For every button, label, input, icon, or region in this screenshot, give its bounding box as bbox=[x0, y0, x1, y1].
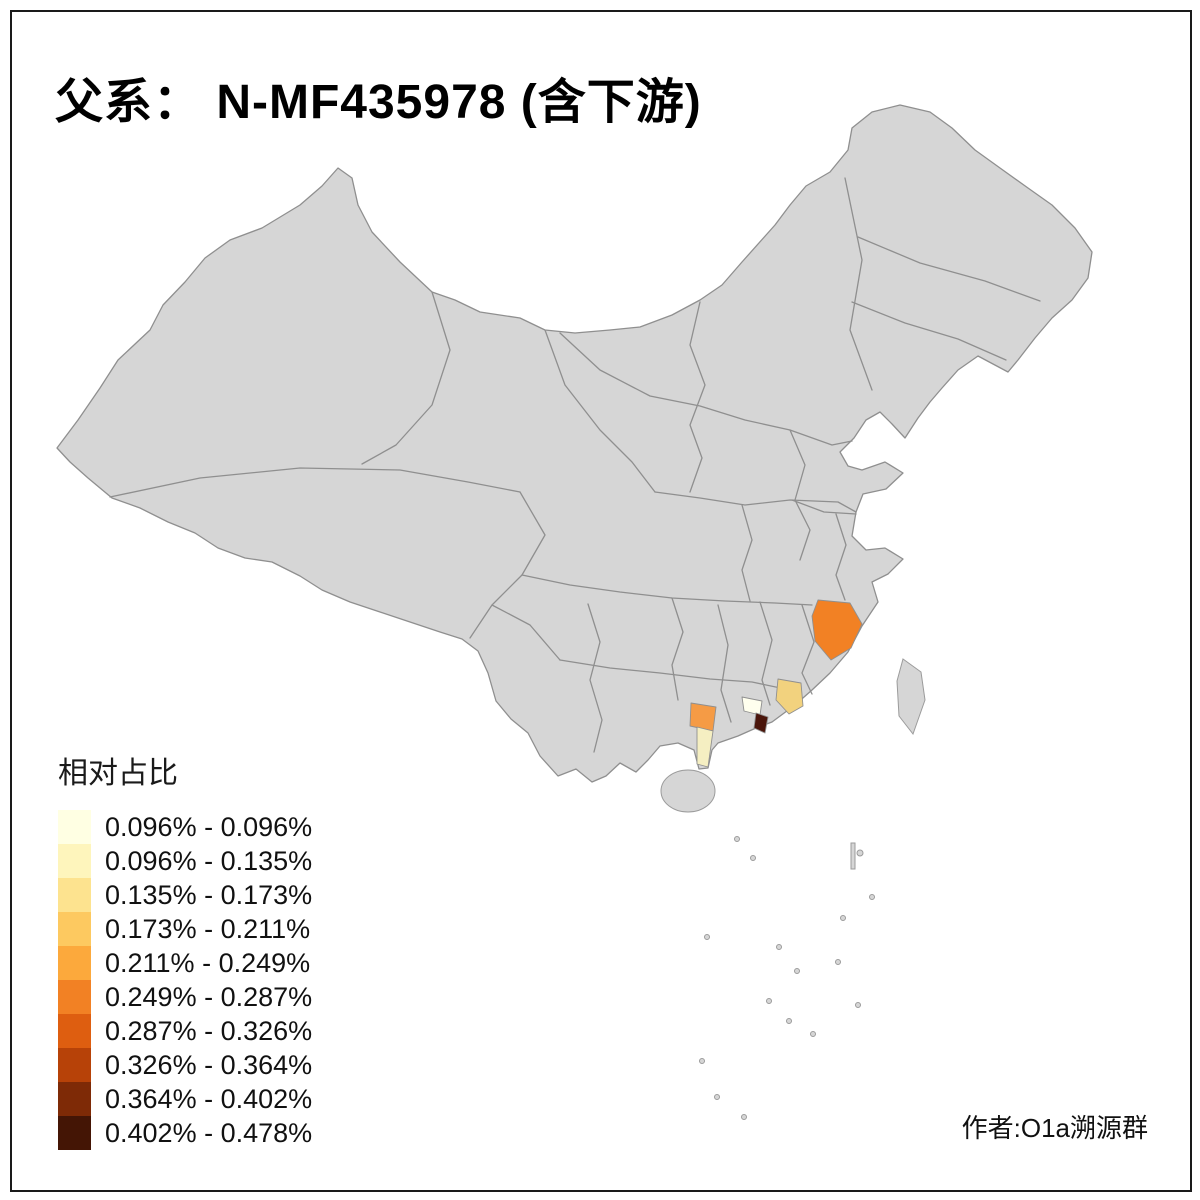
legend-swatch bbox=[58, 912, 91, 946]
map-title: 父系： N-MF435978 (含下游) bbox=[55, 76, 702, 129]
legend-row: 0.326% - 0.364% bbox=[58, 1048, 312, 1082]
region-guangxi-highlight bbox=[689, 702, 717, 732]
region-pearl-delta-highlight bbox=[753, 712, 769, 734]
legend-swatch bbox=[58, 980, 91, 1014]
legend-row: 0.249% - 0.287% bbox=[58, 980, 312, 1014]
region-guangdong-east-highlight bbox=[775, 678, 804, 715]
legend-swatch bbox=[58, 878, 91, 912]
legend-label: 0.287% - 0.326% bbox=[105, 1015, 313, 1046]
region-fujian-highlight bbox=[811, 599, 863, 661]
legend-swatch bbox=[58, 844, 91, 878]
hainan-island bbox=[660, 769, 716, 813]
legend-label: 0.135% - 0.173% bbox=[105, 879, 313, 910]
legend-label: 0.249% - 0.287% bbox=[105, 981, 313, 1012]
legend: 相对占比 0.096% - 0.096% 0.096% - 0.135% 0.1… bbox=[58, 748, 312, 1150]
legend-row: 0.096% - 0.096% bbox=[58, 810, 312, 844]
attribution-text: 作者:O1a溯源群 bbox=[961, 1113, 1148, 1143]
region-guangdong-west-strip-highlight bbox=[696, 726, 714, 768]
legend-row: 0.211% - 0.249% bbox=[58, 946, 312, 980]
legend-swatch bbox=[58, 1116, 91, 1150]
legend-label: 0.326% - 0.364% bbox=[105, 1049, 313, 1080]
legend-swatch bbox=[58, 946, 91, 980]
legend-label: 0.096% - 0.135% bbox=[105, 845, 313, 876]
legend-title: 相对占比 bbox=[58, 757, 178, 790]
legend-swatch bbox=[58, 810, 91, 844]
legend-row: 0.096% - 0.135% bbox=[58, 844, 312, 878]
legend-swatch bbox=[58, 1014, 91, 1048]
taiwan-island bbox=[896, 658, 926, 736]
legend-row: 0.364% - 0.402% bbox=[58, 1082, 312, 1116]
legend-row: 0.287% - 0.326% bbox=[58, 1014, 312, 1048]
legend-row: 0.173% - 0.211% bbox=[58, 912, 312, 946]
legend-row: 0.402% - 0.478% bbox=[58, 1116, 312, 1150]
legend-swatch bbox=[58, 1048, 91, 1082]
china-mainland bbox=[56, 104, 1093, 783]
province-borders bbox=[109, 177, 1041, 753]
legend-label: 0.364% - 0.402% bbox=[105, 1083, 313, 1114]
legend-row: 0.135% - 0.173% bbox=[58, 878, 312, 912]
legend-swatch bbox=[58, 1082, 91, 1116]
legend-label: 0.096% - 0.096% bbox=[105, 811, 313, 842]
legend-label: 0.211% - 0.249% bbox=[105, 947, 311, 978]
legend-label: 0.402% - 0.478% bbox=[105, 1117, 313, 1148]
sea-islands bbox=[699, 836, 875, 1120]
legend-label: 0.173% - 0.211% bbox=[105, 913, 311, 944]
